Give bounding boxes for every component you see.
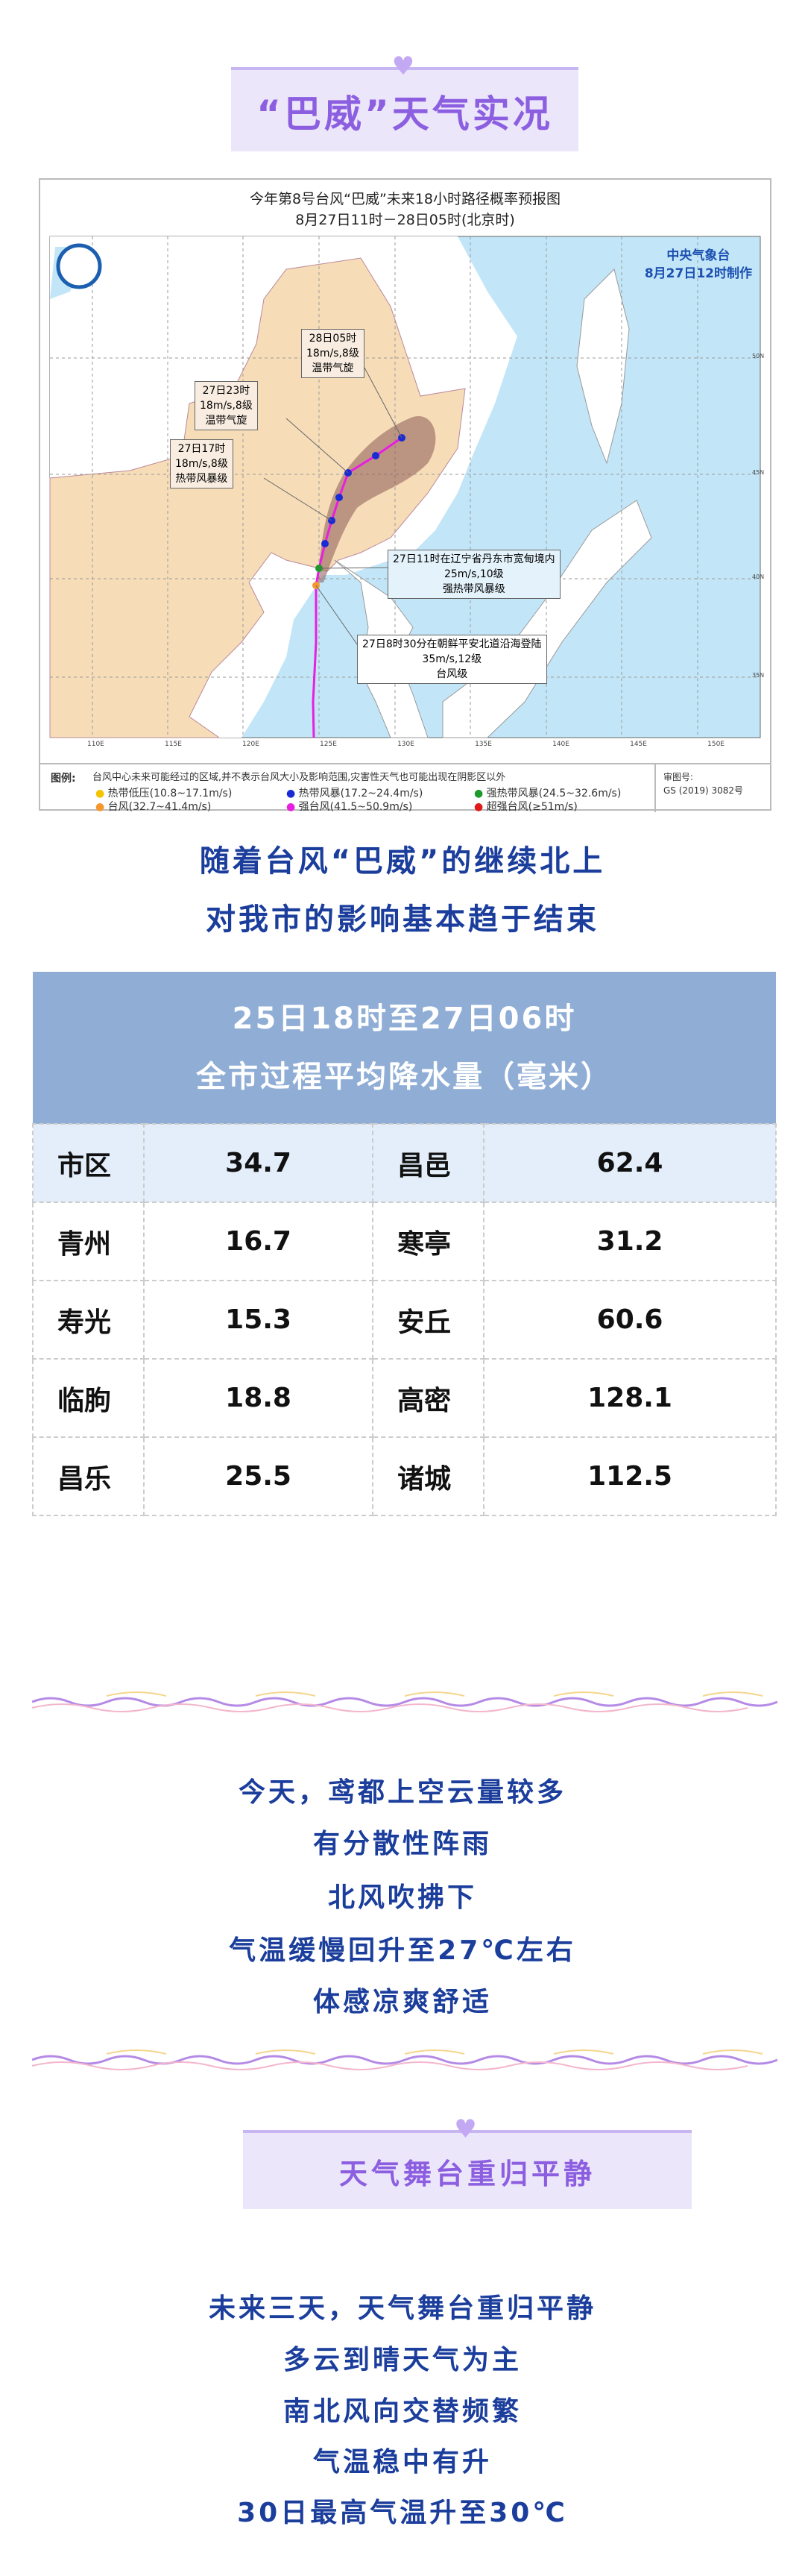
lat-label: 50N bbox=[752, 353, 765, 359]
map-subtitle: 8月27日11时－28日05时(北京时) bbox=[295, 212, 515, 228]
table-row: 昌乐 25.5 诸城 112.5 bbox=[32, 1436, 777, 1516]
table-row: 青州 16.7 寒亭 31.2 bbox=[32, 1201, 777, 1281]
map-legend: 图例: 台风中心未来可能经过的区域,并不表示台风大小及影响范围,灾害性天气也可能… bbox=[40, 763, 770, 813]
lon-labels: 110E 115E 120E 125E 130E 135E 140E 145E 150E bbox=[87, 741, 724, 748]
lat-label: 45N bbox=[752, 469, 765, 476]
today-line: 气温缓慢回升至27℃左右 bbox=[229, 1935, 576, 1966]
today-line: 北风吹拂下 bbox=[327, 1882, 477, 1913]
table-row: 市区 34.7 昌邑 62.4 bbox=[32, 1123, 777, 1203]
callout: 27日17时 18m/s,8级 热带风暴级 bbox=[170, 439, 233, 489]
forecast-line: 30日最高气温升至30℃ bbox=[237, 2498, 568, 2528]
map-title: 今年第8号台风“巴威”未来18小时路径概率预报图 bbox=[250, 191, 561, 207]
cma-logo-icon bbox=[56, 243, 102, 289]
section-title-text: “巴威”天气实况 bbox=[256, 92, 553, 136]
heart-icon: ♥ bbox=[454, 2114, 481, 2144]
forecast-line: 多云到晴天气为主 bbox=[282, 2345, 522, 2375]
lat-label: 35N bbox=[752, 672, 765, 679]
forecast-line: 南北风向交替频繁 bbox=[282, 2396, 522, 2427]
section-title-text: 天气舞台重归平静 bbox=[338, 2157, 596, 2190]
map-agency: 中央气象台 bbox=[666, 248, 730, 263]
intro-line: 随着台风“巴威”的继续北上 bbox=[199, 844, 606, 879]
section-title-calm-weather: ♥ 天气舞台重归平静 bbox=[243, 2117, 692, 2209]
map-issued: 8月27日12时制作 bbox=[644, 266, 752, 281]
callout: 27日11时在辽宁省丹东市宽甸境内 25m/s,10级 强热带风暴级 bbox=[388, 550, 561, 599]
rainfall-table: 25日18时至27日06时 全市过程平均降水量（毫米） 市区 34.7 昌邑 62.4 … bbox=[32, 972, 777, 1516]
heart-icon: ♥ bbox=[391, 51, 418, 81]
today-line: 今天，鸢都上空云量较多 bbox=[238, 1777, 566, 1808]
section-title-typhoon-weather: ♥ “巴威”天气实况 bbox=[231, 54, 578, 151]
wave-divider bbox=[32, 1691, 777, 1712]
forecast-line: 气温稳中有升 bbox=[312, 2447, 492, 2478]
callout: 27日8时30分在朝鲜平安北道沿海登陆 35m/s,12级 台风级 bbox=[357, 635, 547, 684]
table-row: 寿光 15.3 安丘 60.6 bbox=[32, 1280, 777, 1360]
wave-divider bbox=[32, 2049, 777, 2070]
typhoon-track-map: 今年第8号台风“巴威”未来18小时路径概率预报图 8月27日11时－28日05时… bbox=[39, 178, 771, 813]
callout: 27日23时 18m/s,8级 温带气旋 bbox=[195, 381, 258, 430]
today-line: 体感凉爽舒适 bbox=[312, 1987, 492, 2017]
forecast-line: 未来三天，天气舞台重归平静 bbox=[208, 2293, 596, 2324]
today-line: 有分散性阵雨 bbox=[312, 1829, 492, 1859]
probability-cone bbox=[318, 415, 436, 582]
callout: 28日05时 18m/s,8级 温带气旋 bbox=[301, 329, 364, 378]
lat-label: 40N bbox=[752, 574, 765, 580]
intro-line: 对我市的影响基本趋于结束 bbox=[206, 902, 599, 937]
table-row: 临朐 18.8 高密 128.1 bbox=[32, 1358, 777, 1438]
table-header: 25日18时至27日06时 全市过程平均降水量（毫米） bbox=[33, 972, 776, 1124]
